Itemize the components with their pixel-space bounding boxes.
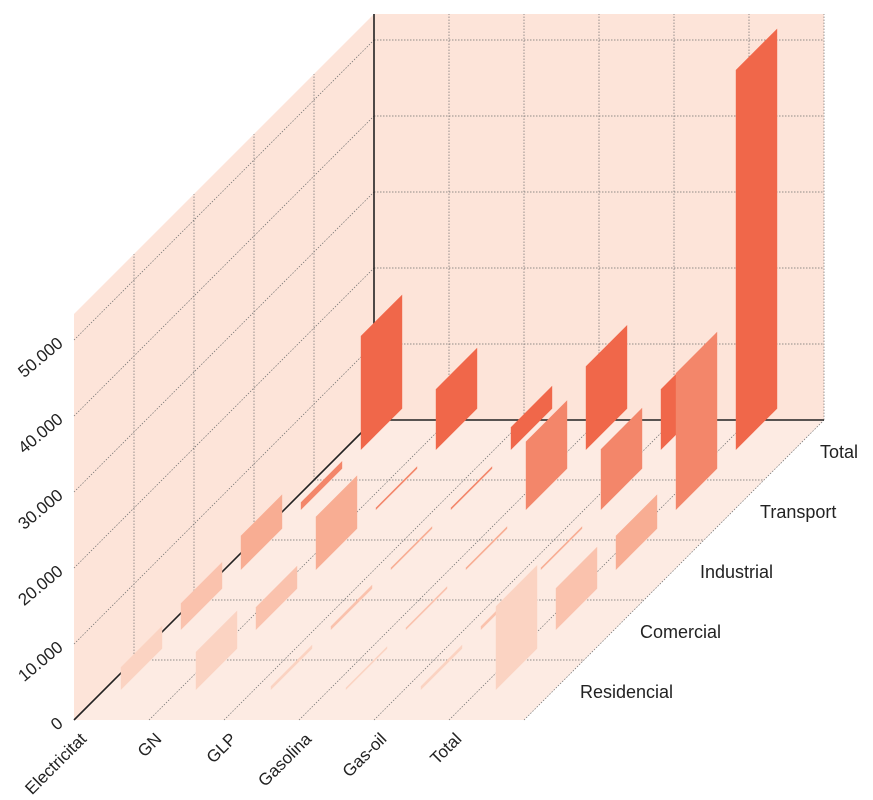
bar-residencial-electricitat bbox=[120, 625, 163, 690]
bar-residencial-gas-oil bbox=[420, 644, 463, 690]
bar-industrial-glp bbox=[390, 526, 433, 570]
bar-industrial-gas-oil bbox=[540, 526, 583, 570]
bar-transport-electricitat bbox=[300, 461, 343, 510]
bar-comercial-total bbox=[555, 546, 598, 630]
category-label: GN bbox=[134, 729, 165, 760]
floor bbox=[74, 420, 824, 720]
bar-comercial-glp bbox=[330, 584, 373, 630]
bar-total-gasolina bbox=[585, 325, 628, 450]
side-wall bbox=[74, 14, 374, 720]
series-label: Comercial bbox=[640, 622, 721, 642]
category-label: Total bbox=[426, 729, 465, 768]
bar-transport-gn bbox=[375, 466, 418, 510]
chart-bars bbox=[120, 28, 778, 690]
bar-comercial-electricitat bbox=[180, 562, 223, 630]
category-label: Gas-oil bbox=[339, 729, 391, 781]
bar-residencial-gn bbox=[195, 610, 238, 690]
z-tick-label: 40.000 bbox=[15, 410, 67, 458]
bar-industrial-gasolina bbox=[465, 526, 508, 570]
series-label: Total bbox=[820, 442, 858, 462]
bar-industrial-total bbox=[615, 494, 658, 570]
bar-industrial-electricitat bbox=[240, 494, 283, 570]
bar-residencial-glp bbox=[270, 644, 313, 690]
bar-total-electricitat bbox=[360, 294, 403, 450]
bar-residencial-gasolina bbox=[345, 646, 388, 690]
z-tick-label: 0 bbox=[47, 714, 66, 735]
bar-transport-glp bbox=[450, 466, 493, 510]
bar-residencial-total bbox=[495, 565, 538, 690]
series-label: Residencial bbox=[580, 682, 673, 702]
bar-comercial-gasolina bbox=[405, 586, 448, 630]
bar-transport-gas-oil bbox=[600, 407, 643, 510]
z-tick-label: 30.000 bbox=[15, 486, 67, 534]
series-label: Industrial bbox=[700, 562, 773, 582]
bar-transport-total bbox=[675, 331, 718, 510]
bar-comercial-gn bbox=[255, 565, 298, 630]
category-label: GLP bbox=[203, 729, 240, 766]
z-tick-label: 20.000 bbox=[15, 562, 67, 610]
chart-walls bbox=[74, 14, 824, 720]
category-label: Electricitat bbox=[21, 729, 90, 798]
series-label: Transport bbox=[760, 502, 836, 522]
bar-total-total bbox=[735, 28, 778, 450]
z-tick-label: 50.000 bbox=[15, 334, 67, 382]
bar-total-glp bbox=[510, 385, 553, 450]
back-wall bbox=[374, 14, 824, 420]
z-tick-label: 10.000 bbox=[15, 638, 67, 686]
bar-total-gn bbox=[435, 347, 478, 450]
bar-industrial-gn bbox=[315, 475, 358, 570]
bar-transport-gasolina bbox=[525, 400, 568, 510]
category-label: Gasolina bbox=[254, 729, 315, 790]
